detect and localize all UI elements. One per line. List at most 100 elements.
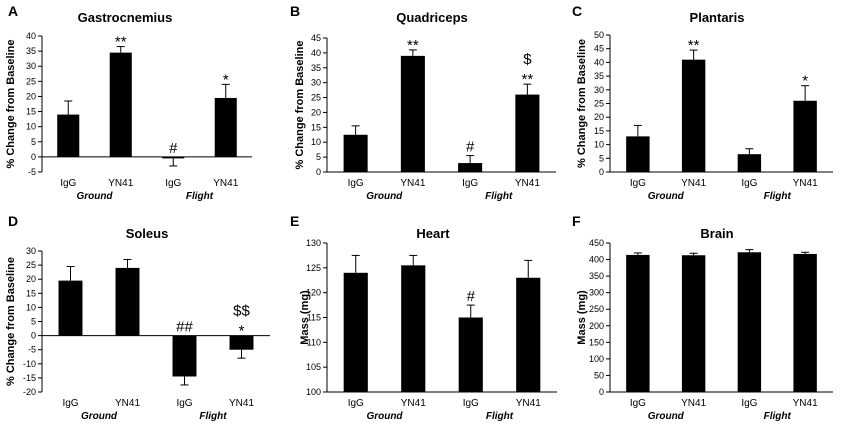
chart-e-category-label: YN41 [401,398,426,409]
chart-b-ytick-label: 30 [311,78,321,88]
chart-e-bar [401,265,426,392]
chart-b-category-label: YN41 [400,178,425,189]
chart-a-category-label: YN41 [213,178,238,189]
chart-c-bar [793,100,817,172]
chart-e-annotation: # [467,288,476,305]
chart-f-ylabel: Mass (mg) [576,290,588,345]
chart-e-ytick-label: 130 [306,238,321,248]
chart-a-title: Gastrocnemius [78,10,173,25]
chart-a-ytick-label: 20 [26,91,36,101]
chart-c-category-label: YN41 [793,178,818,189]
chart-f-ytick-label: 300 [589,288,604,298]
chart-c-category-label: IgG [630,178,646,189]
chart-d-ytick-label: 25 [26,260,36,270]
chart-e-bar [458,317,483,392]
chart-a-ytick-label: 30 [26,61,36,71]
chart-b-annotation: $ [523,51,532,68]
chart-a-annotation: * [223,71,229,88]
chart-a-group-label: Flight [186,191,214,202]
chart-e-ylabel: Mass (mg) [299,290,311,345]
chart-d-ytick-label: 10 [26,302,36,312]
chart-c-bar [626,136,650,172]
chart-a-bar [214,97,237,157]
chart-b-ytick-label: 40 [311,48,321,58]
chart-d-ytick-label: -5 [28,345,36,355]
chart-a-category-label: IgG [165,178,181,189]
chart-f-group-label: Flight [764,411,792,422]
chart-f-category-label: IgG [630,398,646,409]
chart-f-ytick-label: 0 [599,387,604,397]
chart-d-category-label: YN41 [229,398,254,409]
chart-e-ytick-label: 100 [306,387,321,397]
chart-b-title: Quadriceps [396,10,468,25]
chart-f-ytick-label: 150 [589,337,604,347]
chart-c-category-label: IgG [741,178,757,189]
chart-b-ytick-label: 15 [311,122,321,132]
chart-d-ytick-label: 5 [31,317,36,327]
chart-a-ytick-label: 40 [26,31,36,41]
chart-f-title: Brain [700,226,733,241]
chart-f-bar [793,253,817,392]
chart-d-letter: D [8,213,18,229]
chart-e-category-label: IgG [463,398,479,409]
chart-c-ytick-label: 40 [594,57,604,67]
chart-f-bar [681,255,706,392]
chart-e-ytick-label: 105 [306,362,321,372]
chart-a-annotation: ** [115,34,127,51]
chart-f-ytick-label: 200 [589,321,604,331]
chart-c-ytick-label: 15 [594,126,604,136]
chart-a-group-label: Ground [76,191,113,202]
chart-c-bar [681,59,706,172]
chart-a-category-label: YN41 [108,178,133,189]
chart-a-ytick-label: 0 [31,152,36,162]
chart-d-ytick-label: 20 [26,274,36,284]
chart-b-ylabel: % Change from Baseline [294,41,306,170]
chart-a-annotation: # [169,140,178,157]
chart-e-category-label: IgG [348,398,364,409]
chart-a-letter: A [8,3,18,19]
chart-b-bar [343,134,368,172]
chart-c-ytick-label: 5 [599,153,604,163]
chart-b-category-label: IgG [462,178,478,189]
chart-f-ytick-label: 450 [589,238,604,248]
chart-c-ytick-label: 35 [594,71,604,81]
chart-a-ytick-label: 35 [26,46,36,56]
chart-f-ytick-label: 350 [589,271,604,281]
chart-c-ytick-label: 0 [599,167,604,177]
chart-b-ytick-label: 0 [316,167,321,177]
chart-c-ytick-label: 45 [594,44,604,54]
chart-b-bar [515,94,540,172]
chart-c-ytick-label: 30 [594,85,604,95]
chart-b-letter: B [290,3,300,19]
chart-f-group-label: Ground [648,411,685,422]
chart-e-bar [516,277,541,392]
chart-f-category-label: IgG [741,398,757,409]
chart-d-annotation: $$ [233,303,250,320]
chart-d-category-label: YN41 [115,398,140,409]
chart-b-ytick-label: 20 [311,107,321,117]
chart-c-title: Plantaris [690,10,745,25]
chart-a-category-label: IgG [60,178,76,189]
chart-c-bar [737,154,762,172]
chart-b-ytick-label: 25 [311,93,321,103]
chart-f-letter: F [572,213,581,229]
chart-c-annotation: ** [688,37,700,54]
chart-a-bar [162,156,185,159]
chart-f-bar [626,254,650,392]
chart-d-ytick-label: -15 [23,373,36,383]
chart-d-group-label: Flight [199,411,227,422]
chart-c-ytick-label: 10 [594,140,604,150]
chart-b-annotation: # [466,139,475,156]
chart-f-ytick-label: 50 [594,370,604,380]
chart-d-annotation: ## [176,319,193,336]
chart-f-ytick-label: 400 [589,255,604,265]
chart-e-letter: E [290,213,299,229]
chart-d-annotation: * [239,323,245,340]
chart-c-annotation: * [802,73,808,90]
chart-d-bar [58,280,83,336]
chart-d-bar [115,267,140,336]
chart-d-title: Soleus [126,226,169,241]
chart-d-ytick-label: -20 [23,387,36,397]
chart-c-letter: C [572,3,582,19]
